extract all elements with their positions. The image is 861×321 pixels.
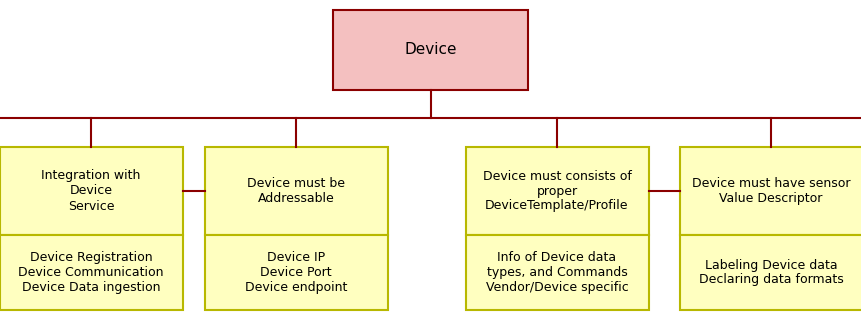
Text: Device: Device <box>405 42 456 57</box>
Text: Device must consists of
proper
DeviceTemplate/Profile: Device must consists of proper DeviceTem… <box>482 169 631 213</box>
Bar <box>0 147 183 235</box>
Bar <box>205 147 387 235</box>
Bar <box>333 10 528 90</box>
Text: Device Registration
Device Communication
Device Data ingestion: Device Registration Device Communication… <box>18 251 164 294</box>
Bar <box>679 235 861 310</box>
Text: Device must have sensor
Value Descriptor: Device must have sensor Value Descriptor <box>691 177 851 205</box>
Text: Device IP
Device Port
Device endpoint: Device IP Device Port Device endpoint <box>245 251 347 294</box>
Bar <box>466 235 648 310</box>
Text: Labeling Device data
Declaring data formats: Labeling Device data Declaring data form… <box>698 258 844 287</box>
Text: Info of Device data
types, and Commands
Vendor/Device specific: Info of Device data types, and Commands … <box>486 251 629 294</box>
Text: Device must be
Addressable: Device must be Addressable <box>247 177 345 205</box>
Bar <box>205 235 387 310</box>
Bar <box>466 147 648 235</box>
Bar <box>0 235 183 310</box>
Bar <box>679 147 861 235</box>
Text: Integration with
Device
Service: Integration with Device Service <box>41 169 140 213</box>
